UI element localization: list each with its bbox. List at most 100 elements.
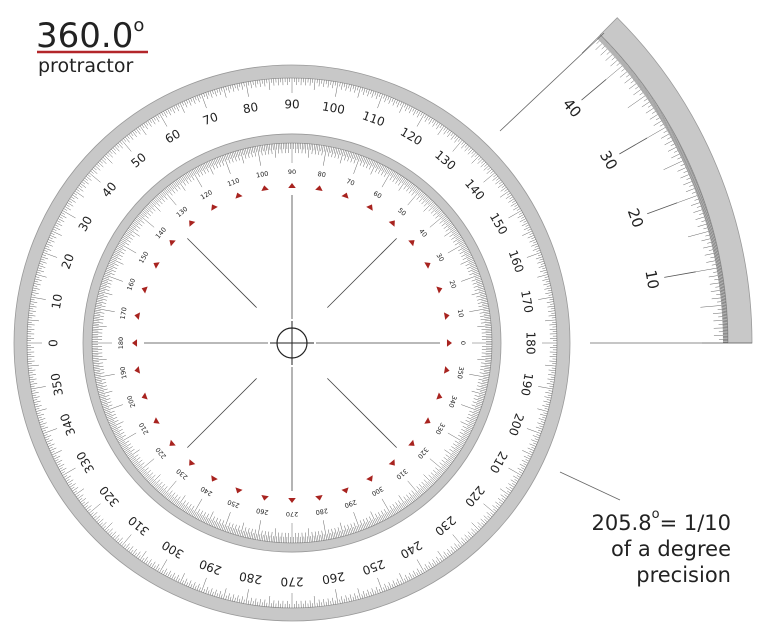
inner-tick (114, 432, 121, 436)
outer-tick (313, 596, 316, 608)
outer-tick (34, 405, 42, 408)
outer-tick (53, 455, 61, 460)
outer-tick (487, 167, 491, 171)
inner-tick (116, 247, 122, 251)
inner-tick (383, 167, 390, 177)
outer-tick (505, 194, 512, 199)
outer-tick (42, 252, 58, 258)
zoom-tick (608, 47, 613, 51)
inner-tick (137, 215, 143, 220)
inner-tick (138, 214, 155, 228)
zoom-tick (654, 107, 660, 111)
inner-tick (172, 498, 177, 504)
outer-tick (31, 390, 36, 392)
outer-tick (550, 308, 555, 310)
inner-tick (378, 164, 383, 174)
outer-tick (257, 601, 259, 606)
inner-tick (430, 472, 439, 480)
zoom-tick (613, 52, 618, 56)
zoom-tick (619, 59, 624, 63)
zoom-tick (720, 298, 726, 300)
inner-tick (102, 279, 109, 282)
inner-pointer (189, 459, 196, 466)
zoom-tick (713, 252, 719, 255)
zoom-tick (631, 73, 636, 78)
inner-tick (398, 176, 403, 182)
inner-pointer (141, 286, 148, 294)
inner-tick (122, 236, 131, 243)
outer-tick (157, 567, 160, 572)
zoom-tick (691, 178, 697, 182)
zoom-tick (662, 119, 667, 123)
inner-tick (461, 252, 471, 257)
inner-tick (205, 518, 209, 524)
zoom-tick (639, 85, 644, 89)
inner-tick (441, 219, 450, 227)
outer-tick (88, 172, 101, 183)
inner-tick (269, 144, 271, 151)
zoom-tick (685, 186, 700, 193)
outer-tick (223, 588, 227, 600)
inner-tick (257, 520, 261, 541)
inner-tick (418, 484, 426, 492)
outer-tick (375, 92, 379, 100)
zoom-tick (660, 117, 666, 121)
zoom-tick (654, 106, 659, 110)
inner-tick (114, 250, 121, 254)
outer-tick (214, 89, 217, 97)
zoom-tick (687, 170, 693, 173)
inner-tick (471, 404, 482, 409)
outer-tick (68, 200, 72, 203)
inner-tick (370, 161, 377, 175)
inner-tick (95, 378, 102, 380)
outer-tick (173, 576, 176, 581)
inner-tick (353, 522, 358, 533)
inner-label: 70 (345, 177, 356, 187)
outer-tick (544, 287, 552, 290)
inner-tick (94, 308, 115, 312)
inner-tick (472, 413, 479, 417)
zoom-tick (677, 147, 682, 151)
outer-tick (53, 226, 61, 231)
outer-tick (325, 80, 327, 85)
zoom-tick (707, 240, 717, 244)
inner-tick (481, 328, 492, 330)
inner-tick (145, 472, 154, 480)
outer-tick (343, 598, 346, 603)
outer-tick (537, 408, 549, 412)
outer-tick (116, 144, 120, 148)
outer-tick (68, 483, 72, 486)
outer-tick (436, 556, 441, 563)
zoom-tick (650, 100, 655, 104)
title-number: 360.0 (36, 16, 133, 56)
inner-tick (98, 390, 113, 395)
guide-line (327, 378, 397, 448)
outer-label: 280 (238, 569, 263, 587)
outer-tick (495, 179, 501, 185)
inner-tick (161, 490, 167, 496)
outer-tick (478, 525, 482, 529)
zoom-tick (679, 153, 685, 156)
outer-tick (500, 494, 507, 499)
inner-tick (100, 284, 111, 288)
outer-tick (30, 296, 46, 300)
inner-tick (337, 148, 341, 159)
zoom-tick (640, 87, 646, 91)
outer-tick (254, 80, 257, 88)
inner-tick (328, 529, 331, 540)
zoom-tick (718, 282, 724, 285)
outer-tick (318, 599, 320, 607)
zoom-tick (709, 235, 715, 238)
inner-tick (455, 447, 461, 451)
inner-tick (482, 302, 489, 305)
inner-tick (265, 535, 267, 542)
outer-tick (362, 88, 366, 96)
outer-tick (143, 556, 148, 563)
zoom-tick (648, 97, 653, 101)
inner-tick (129, 226, 135, 231)
inner-tick (337, 531, 339, 538)
inner-tick (111, 426, 117, 430)
zoom-tick (718, 279, 724, 282)
inner-tick (272, 536, 274, 543)
inner-pointer (132, 339, 138, 347)
